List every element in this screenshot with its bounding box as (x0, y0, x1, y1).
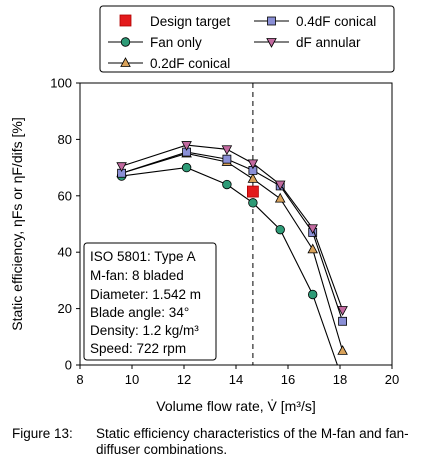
legend: Design target Fan only 0.2dF conical 0.4… (99, 5, 395, 73)
legend-label-design-target: Design target (150, 14, 231, 29)
data-point-fan-only (222, 179, 232, 190)
y-axis-label: Static efficiency, ηFs or ηF/difs [%] (9, 117, 25, 330)
y-tick-label: 40 (58, 245, 72, 260)
x-tick-label: 12 (177, 372, 191, 387)
legend-label-fan-only: Fan only (150, 35, 202, 50)
annotation-line: Diameter: 1.542 m (90, 287, 201, 302)
data-point-fan-only (308, 289, 318, 300)
data-point-fan-only (275, 224, 285, 235)
y-tick-label: 0 (65, 358, 72, 373)
data-point-df-annular (181, 141, 192, 151)
y-tick-label: 80 (58, 132, 72, 147)
legend-label-annular: dF annular (296, 35, 361, 50)
data-point-0-2df-conical (307, 243, 318, 254)
legend-label-conical-02: 0.2dF conical (150, 56, 230, 71)
legend-marker-conical-04 (267, 16, 276, 26)
annotation-line: Density: 1.2 kg/m³ (90, 323, 199, 338)
x-tick-label: 8 (76, 372, 83, 387)
data-point-df-annular (221, 145, 233, 156)
data-point-fan-only (181, 162, 192, 173)
data-point-df-annular (337, 306, 348, 316)
data-point-0-2df-conical (274, 192, 286, 203)
caption-label: Figure 13: (12, 426, 73, 441)
data-point-0-4df-conical (222, 154, 232, 164)
y-tick-label: 60 (58, 188, 72, 203)
legend-samples (108, 14, 289, 67)
x-tick-label: 20 (385, 372, 399, 387)
axis-ticks: 8 10 12 14 16 18 20 0 20 40 60 80 100 (50, 76, 399, 388)
data-point-0-4df-conical (338, 316, 348, 326)
annotation-line: M-fan: 8 bladed (90, 268, 184, 283)
y-tick-label: 100 (50, 76, 72, 91)
legend-marker-fan-only (120, 37, 131, 47)
legend-marker-conical-02 (120, 57, 131, 67)
legend-label-conical-04: 0.4dF conical (296, 14, 376, 29)
data-point-0-2df-conical (337, 345, 348, 355)
x-tick-label: 16 (281, 372, 295, 387)
legend-marker-annular (266, 38, 277, 48)
series-df-annular (116, 141, 348, 316)
legend-marker-design-target (119, 14, 132, 27)
data-point-df-annular (247, 159, 259, 170)
annotation-line: ISO 5801: Type A (90, 249, 196, 264)
series-layer (116, 141, 348, 365)
annotation-line: Speed: 722 rpm (90, 341, 186, 356)
design-target (246, 185, 259, 198)
design-target-marker (246, 185, 259, 198)
data-point-df-annular (274, 180, 286, 191)
y-tick-label: 20 (58, 301, 72, 316)
caption-text: Static efficiency characteristics of the… (96, 426, 409, 457)
data-point-df-annular (116, 162, 127, 173)
data-point-fan-only (248, 198, 258, 208)
figure-caption: Figure 13: Static efficiency characteris… (12, 426, 430, 458)
series-fan-only (116, 162, 338, 365)
parameter-box: ISO 5801: Type A M-fan: 8 bladed Diamete… (83, 242, 217, 361)
annotation-line: Blade angle: 34° (90, 305, 189, 320)
x-tick-label: 18 (333, 372, 347, 387)
x-tick-label: 10 (125, 372, 139, 387)
data-point-df-annular (307, 224, 318, 235)
x-tick-label: 14 (229, 372, 243, 387)
x-axis-label: Volume flow rate, V̇ [m³/s] (156, 398, 316, 414)
data-point-0-2df-conical (247, 173, 259, 183)
